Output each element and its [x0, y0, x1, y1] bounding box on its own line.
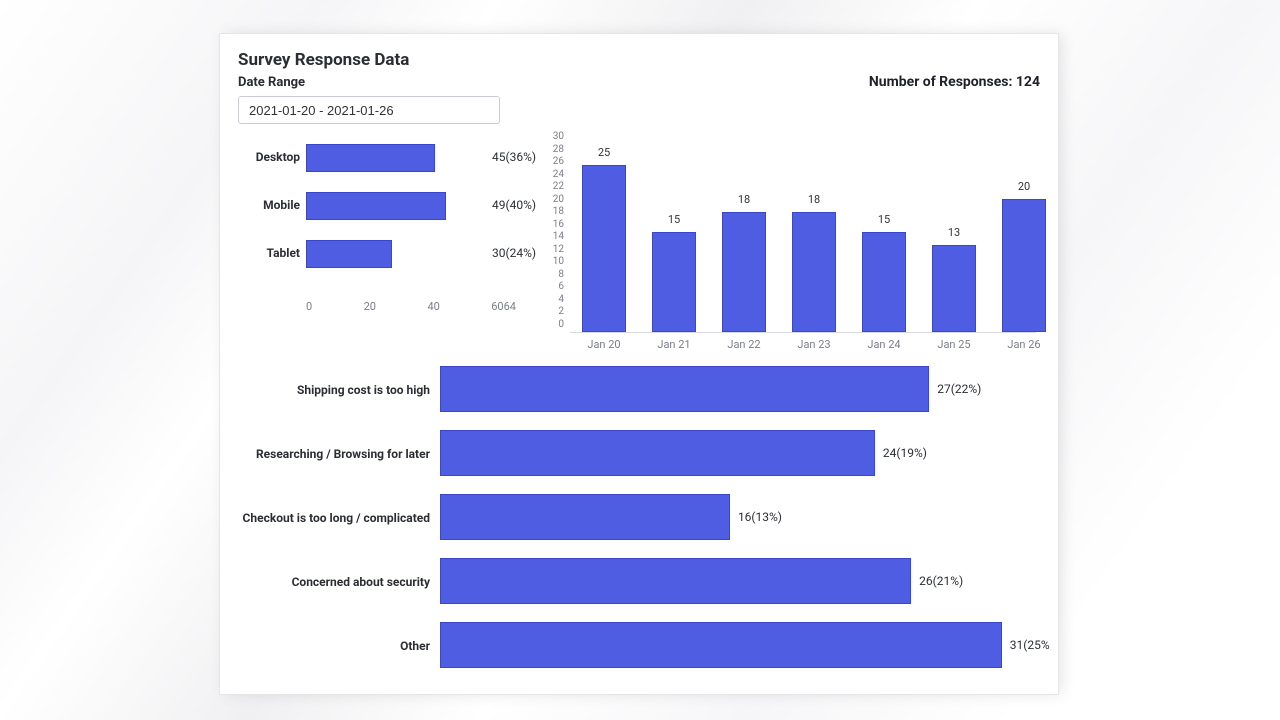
- reason-value: 16(13%): [738, 510, 782, 524]
- reason-row: Researching / Browsing for later 24(19%): [238, 430, 1040, 478]
- device-bar: [306, 192, 446, 220]
- device-row: Mobile 49(40%): [238, 188, 536, 222]
- daily-bar: [652, 232, 696, 332]
- daily-bar: [932, 245, 976, 332]
- daily-bar-value: 18: [722, 193, 766, 206]
- axis-tick: 14: [536, 232, 564, 242]
- axis-tick: 4: [536, 295, 564, 305]
- page-background: Survey Response Data Date Range Number o…: [0, 0, 1280, 720]
- daily-x-label: Jan 24: [849, 338, 919, 351]
- daily-bar: [722, 212, 766, 332]
- reason-bar: [440, 494, 730, 540]
- daily-bar-value: 15: [862, 213, 906, 226]
- device-bar: [306, 144, 435, 172]
- axis-tick: 18: [536, 207, 564, 217]
- device-label: Desktop: [238, 150, 306, 164]
- axis-tick: 20: [536, 195, 564, 205]
- reason-bar: [440, 558, 911, 604]
- reason-label: Checkout is too long / complicated: [238, 511, 440, 525]
- axis-tick: 30: [536, 132, 564, 142]
- daily-bar-value: 18: [792, 193, 836, 206]
- date-range-input[interactable]: [238, 96, 500, 124]
- reason-label: Other: [238, 639, 440, 653]
- daily-x-label: Jan 20: [569, 338, 639, 351]
- daily-bar-value: 15: [652, 213, 696, 226]
- device-chart-x-axis: 0 20 40 6064: [306, 300, 516, 314]
- daily-bar-value: 20: [1002, 180, 1046, 193]
- device-label: Mobile: [238, 198, 306, 212]
- device-chart: Tablet30(24%)Mobile49(40%)Desktop45(36%)…: [238, 132, 526, 332]
- reason-track: 27(22%): [440, 366, 1040, 414]
- daily-x-label: Jan 22: [709, 338, 779, 351]
- daily-bar: [582, 165, 626, 332]
- reason-bar: [440, 430, 875, 476]
- axis-tick: 0: [306, 300, 312, 314]
- device-row: Desktop 45(36%): [238, 140, 536, 174]
- device-value: 30(24%): [486, 246, 536, 260]
- axis-tick: 6064: [491, 300, 516, 314]
- device-value: 45(36%): [486, 150, 536, 164]
- axis-tick: 28: [536, 145, 564, 155]
- axis-tick: 40: [427, 300, 439, 314]
- axis-tick: 0: [536, 320, 564, 330]
- reason-track: 16(13%): [440, 494, 1040, 542]
- reason-value: 27(22%): [937, 382, 981, 396]
- reason-value: 24(19%): [883, 446, 927, 460]
- device-bar-track: [306, 188, 486, 222]
- daily-bar: [1002, 199, 1046, 332]
- axis-tick: 24: [536, 170, 564, 180]
- axis-tick: 20: [364, 300, 376, 314]
- axis-tick: 26: [536, 157, 564, 167]
- responses-count: Number of Responses: 124: [869, 74, 1040, 90]
- header-row: Date Range Number of Responses: 124: [238, 74, 1040, 90]
- daily-bar-value: 25: [582, 146, 626, 159]
- daily-x-label: Jan 23: [779, 338, 849, 351]
- reason-track: 26(21%): [440, 558, 1040, 606]
- device-bar-track: [306, 236, 486, 270]
- axis-tick: 22: [536, 182, 564, 192]
- date-range-label: Date Range: [238, 75, 305, 90]
- reason-label: Concerned about security: [238, 575, 440, 589]
- axis-tick: 12: [536, 245, 564, 255]
- daily-bar-value: 13: [932, 226, 976, 239]
- reason-row: Other31(25%: [238, 622, 1040, 670]
- daily-x-label: Jan 26: [989, 338, 1058, 351]
- reason-row: Checkout is too long / complicated 16(13%…: [238, 494, 1040, 542]
- daily-x-label: Jan 21: [639, 338, 709, 351]
- daily-chart-y-axis: 024681012141618202224262830: [536, 132, 564, 330]
- reason-value: 26(21%): [919, 574, 963, 588]
- survey-panel: Survey Response Data Date Range Number o…: [220, 34, 1058, 694]
- reason-bar: [440, 366, 929, 412]
- reason-row: Shipping cost is too high 27(22%): [238, 366, 1040, 414]
- daily-x-label: Jan 25: [919, 338, 989, 351]
- device-row: Tablet 30(24%): [238, 236, 536, 270]
- axis-tick: 6: [536, 282, 564, 292]
- device-bar: [306, 240, 392, 268]
- reason-label: Shipping cost is too high: [238, 383, 440, 397]
- reasons-chart: Shipping cost is too high 27(22%) Research…: [238, 366, 1040, 694]
- daily-bar: [862, 232, 906, 332]
- device-bar-track: [306, 140, 486, 174]
- reason-track: 31(25%: [440, 622, 1040, 670]
- daily-chart-plot: 25Jan 2015Jan 2118Jan 2218Jan 2315Jan 24…: [570, 132, 1036, 333]
- daily-bar: [792, 212, 836, 332]
- reason-bar: [440, 622, 1002, 668]
- reason-track: 24(19%): [440, 430, 1040, 478]
- reason-label: Researching / Browsing for later: [238, 447, 440, 461]
- daily-chart: 024681012141618202224262830 25Jan 2015Ja…: [536, 132, 1040, 352]
- axis-tick: 10: [536, 257, 564, 267]
- axis-tick: 2: [536, 307, 564, 317]
- device-label: Tablet: [238, 246, 306, 260]
- reason-value: 31(25%: [1010, 638, 1050, 652]
- device-value: 49(40%): [486, 198, 536, 212]
- axis-tick: 16: [536, 220, 564, 230]
- top-charts-row: Tablet 30(24%) Mobile 49(40%) Desktop 45(36%)…: [238, 132, 1040, 342]
- axis-tick: 8: [536, 270, 564, 280]
- reason-row: Concerned about security 26(21%): [238, 558, 1040, 606]
- page-title: Survey Response Data: [238, 50, 1040, 70]
